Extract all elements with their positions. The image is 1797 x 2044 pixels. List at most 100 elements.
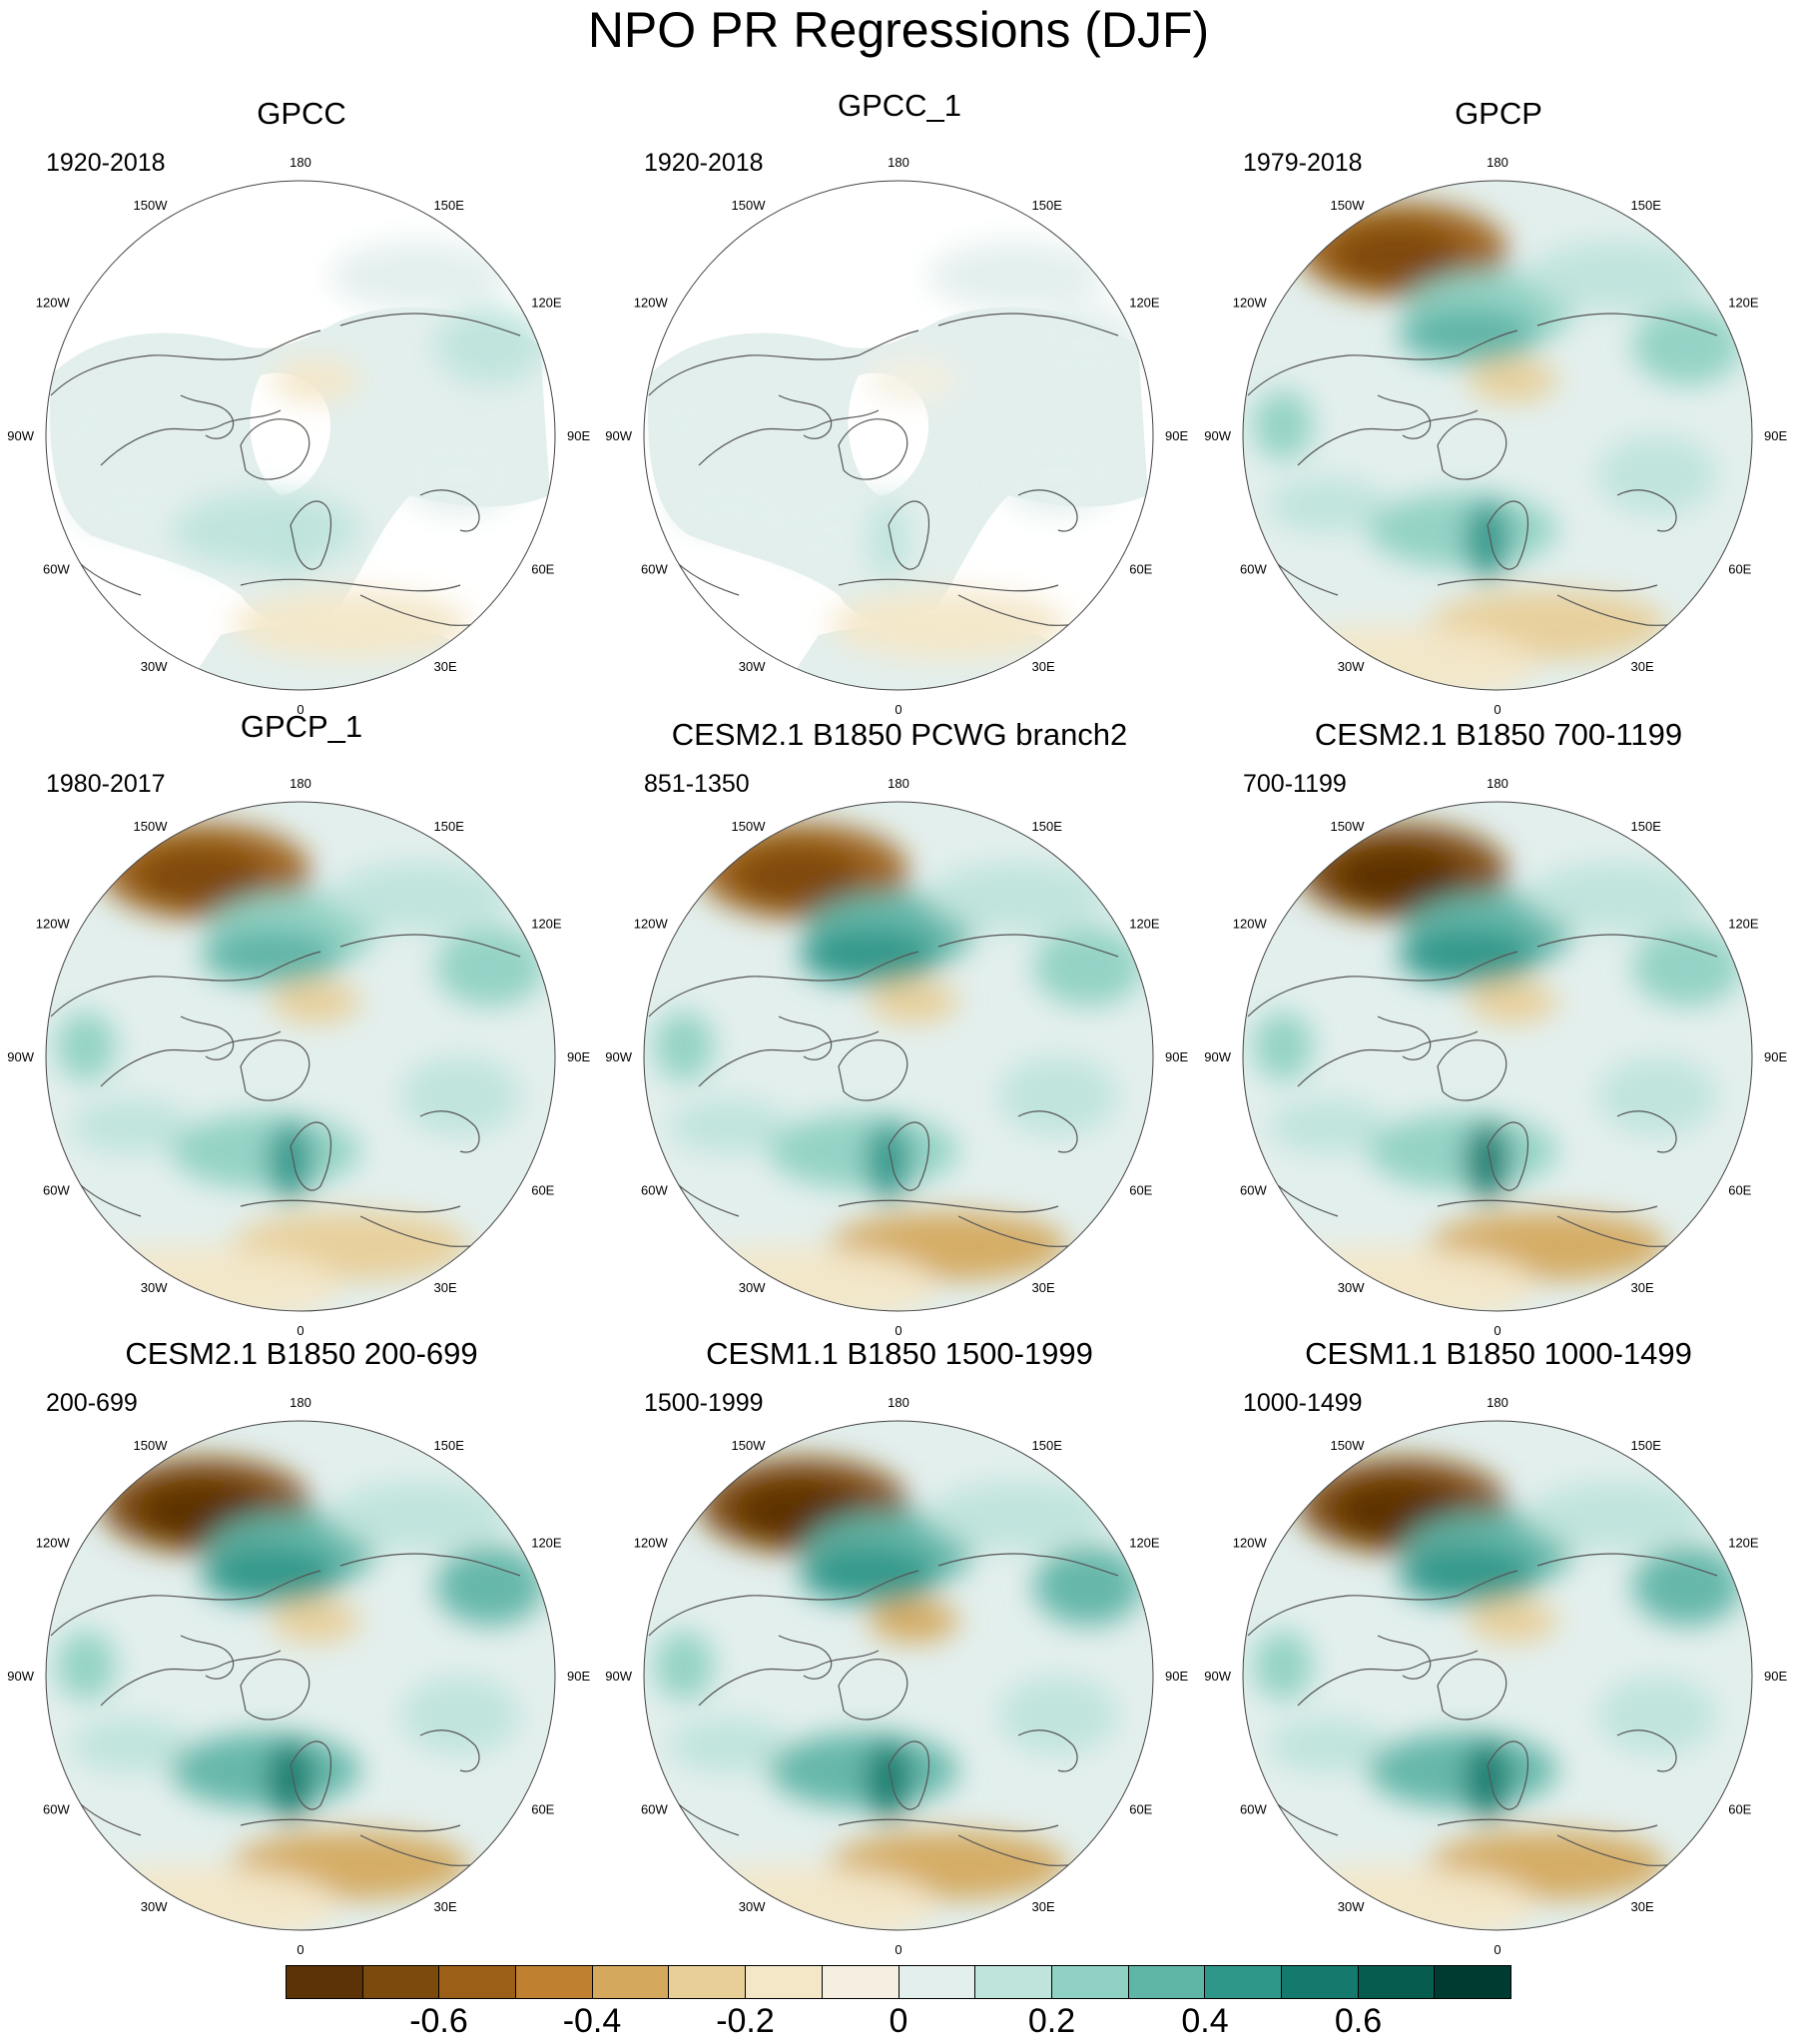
longitude-label: 90E: [567, 1049, 590, 1064]
coastline: [838, 1199, 1059, 1213]
longitude-label: 0: [1494, 1942, 1500, 1955]
longitude-label: 150E: [1631, 819, 1662, 834]
colorbar-box: [669, 1966, 747, 1998]
anomaly-region: [1527, 862, 1707, 932]
longitude-label: 90W: [1204, 1669, 1231, 1684]
longitude-label: 120W: [634, 917, 669, 932]
coastline: [290, 1121, 331, 1191]
longitude-label: 30W: [141, 659, 168, 674]
polar-map: 180 150E 120E 90E 60E 30E 0 30W 60W 90W 120W 150W: [7, 155, 590, 715]
coastline: [180, 1016, 235, 1060]
anomaly-region: [799, 1548, 938, 1604]
longitude-label: 30E: [434, 659, 457, 674]
colorbar-box: [898, 1966, 976, 1998]
anomaly-region: [769, 1113, 958, 1189]
colorbar-tick-label: 0: [889, 2002, 908, 2040]
longitude-label: 90W: [605, 1049, 632, 1064]
coastline: [698, 1650, 880, 1706]
coastline: [838, 578, 1059, 592]
panel-title: GPCC_1: [837, 88, 962, 123]
colorbar-box: [1435, 1966, 1510, 1998]
longitude-label: 120W: [36, 917, 71, 932]
coastline: [648, 330, 919, 396]
map-boundary: [45, 801, 556, 1312]
map-panel: CESM2.1 B1850 200-699 200-699 180 150E 120E 9…: [0, 1336, 599, 1955]
anomaly-region: [1333, 847, 1463, 907]
coastline: [1487, 1121, 1528, 1191]
anomaly-region: [171, 1732, 360, 1808]
colorbar-box: [746, 1966, 823, 1998]
anomaly-region: [998, 1056, 1118, 1136]
longitude-label: 150W: [134, 1438, 169, 1453]
coastline: [1297, 1650, 1479, 1706]
longitude-label: 120E: [1129, 296, 1160, 311]
coastline: [1377, 1016, 1432, 1060]
longitude-label: 120E: [1728, 1536, 1759, 1551]
anomaly-region: [998, 435, 1118, 515]
longitude-label: 30W: [739, 1899, 766, 1914]
longitude-label: 180: [290, 155, 311, 170]
map-boundary: [1242, 1420, 1753, 1931]
coastline: [290, 1740, 331, 1810]
colorbar-box: [287, 1966, 363, 1998]
coastline: [1437, 1039, 1507, 1101]
colorbar-box: [1051, 1966, 1129, 1998]
coastline: [1616, 1110, 1677, 1153]
longitude-label: 60E: [1728, 562, 1751, 577]
longitude-label: 30W: [1338, 1280, 1365, 1295]
anomaly-region: [928, 1481, 1108, 1551]
panel-period: 1980-2017: [46, 770, 166, 798]
longitude-label: 60W: [43, 1802, 70, 1817]
panel-title: GPCP: [1455, 96, 1542, 131]
longitude-label: 150E: [434, 819, 465, 834]
anomaly-region: [1632, 1546, 1742, 1626]
longitude-label: 150W: [732, 1438, 767, 1453]
coastline: [1437, 1818, 1658, 1832]
coastline: [1437, 418, 1507, 480]
panel-period: 200-699: [46, 1389, 138, 1417]
longitude-label: 60E: [1129, 1802, 1152, 1817]
colorbar-box: [362, 1966, 440, 1998]
anomaly-region: [1253, 390, 1313, 460]
panel-title: CESM2.1 B1850 200-699: [125, 1336, 478, 1371]
longitude-label: 30W: [1338, 1899, 1365, 1914]
longitude-label: 150W: [1331, 819, 1366, 834]
coastline: [648, 951, 919, 1018]
map-boundary: [643, 1420, 1154, 1931]
page-title: NPO PR Regressions (DJF): [587, 2, 1210, 58]
coastline: [937, 313, 1119, 337]
anomaly-region: [71, 1098, 191, 1154]
colorbar-box: [1128, 1966, 1206, 1998]
coastline: [1487, 1740, 1528, 1810]
longitude-label: 180: [1487, 1395, 1508, 1410]
longitude-label: 150E: [434, 1438, 465, 1453]
anomaly-region: [330, 1481, 510, 1551]
longitude-label: 30E: [1631, 1280, 1654, 1295]
polar-map: 180 150E 120E 90E 60E 30E 0 30W 60W 90W 120W 150W: [7, 1395, 590, 1955]
anomaly-region: [869, 358, 958, 402]
longitude-label: 0: [895, 702, 901, 715]
coastline: [290, 500, 331, 570]
longitude-label: 30E: [434, 1899, 457, 1914]
longitude-label: 90E: [1165, 1049, 1188, 1064]
anomaly-region: [435, 927, 545, 1007]
coastline: [419, 1110, 480, 1153]
longitude-label: 150W: [134, 198, 169, 213]
anomaly-region: [1333, 226, 1463, 286]
coastline: [937, 1553, 1119, 1577]
longitude-label: 60W: [1240, 562, 1267, 577]
colorbar-box: [1358, 1966, 1436, 1998]
coastline: [778, 394, 833, 439]
coastline: [1437, 578, 1658, 592]
colorbar-box: [1205, 1966, 1282, 1998]
longitude-label: 0: [895, 1942, 901, 1955]
longitude-label: 30E: [1032, 659, 1055, 674]
anomaly-region: [1632, 306, 1742, 385]
polar-map: 180 150E 120E 90E 60E 30E 0 30W 60W 90W 120W 150W: [605, 1395, 1188, 1955]
anomaly-region: [201, 929, 340, 985]
longitude-label: 30E: [1631, 1899, 1654, 1914]
coastline: [1247, 951, 1518, 1018]
longitude-label: 30W: [739, 659, 766, 674]
anomaly-region: [1268, 477, 1388, 533]
map-boundary: [643, 180, 1154, 691]
